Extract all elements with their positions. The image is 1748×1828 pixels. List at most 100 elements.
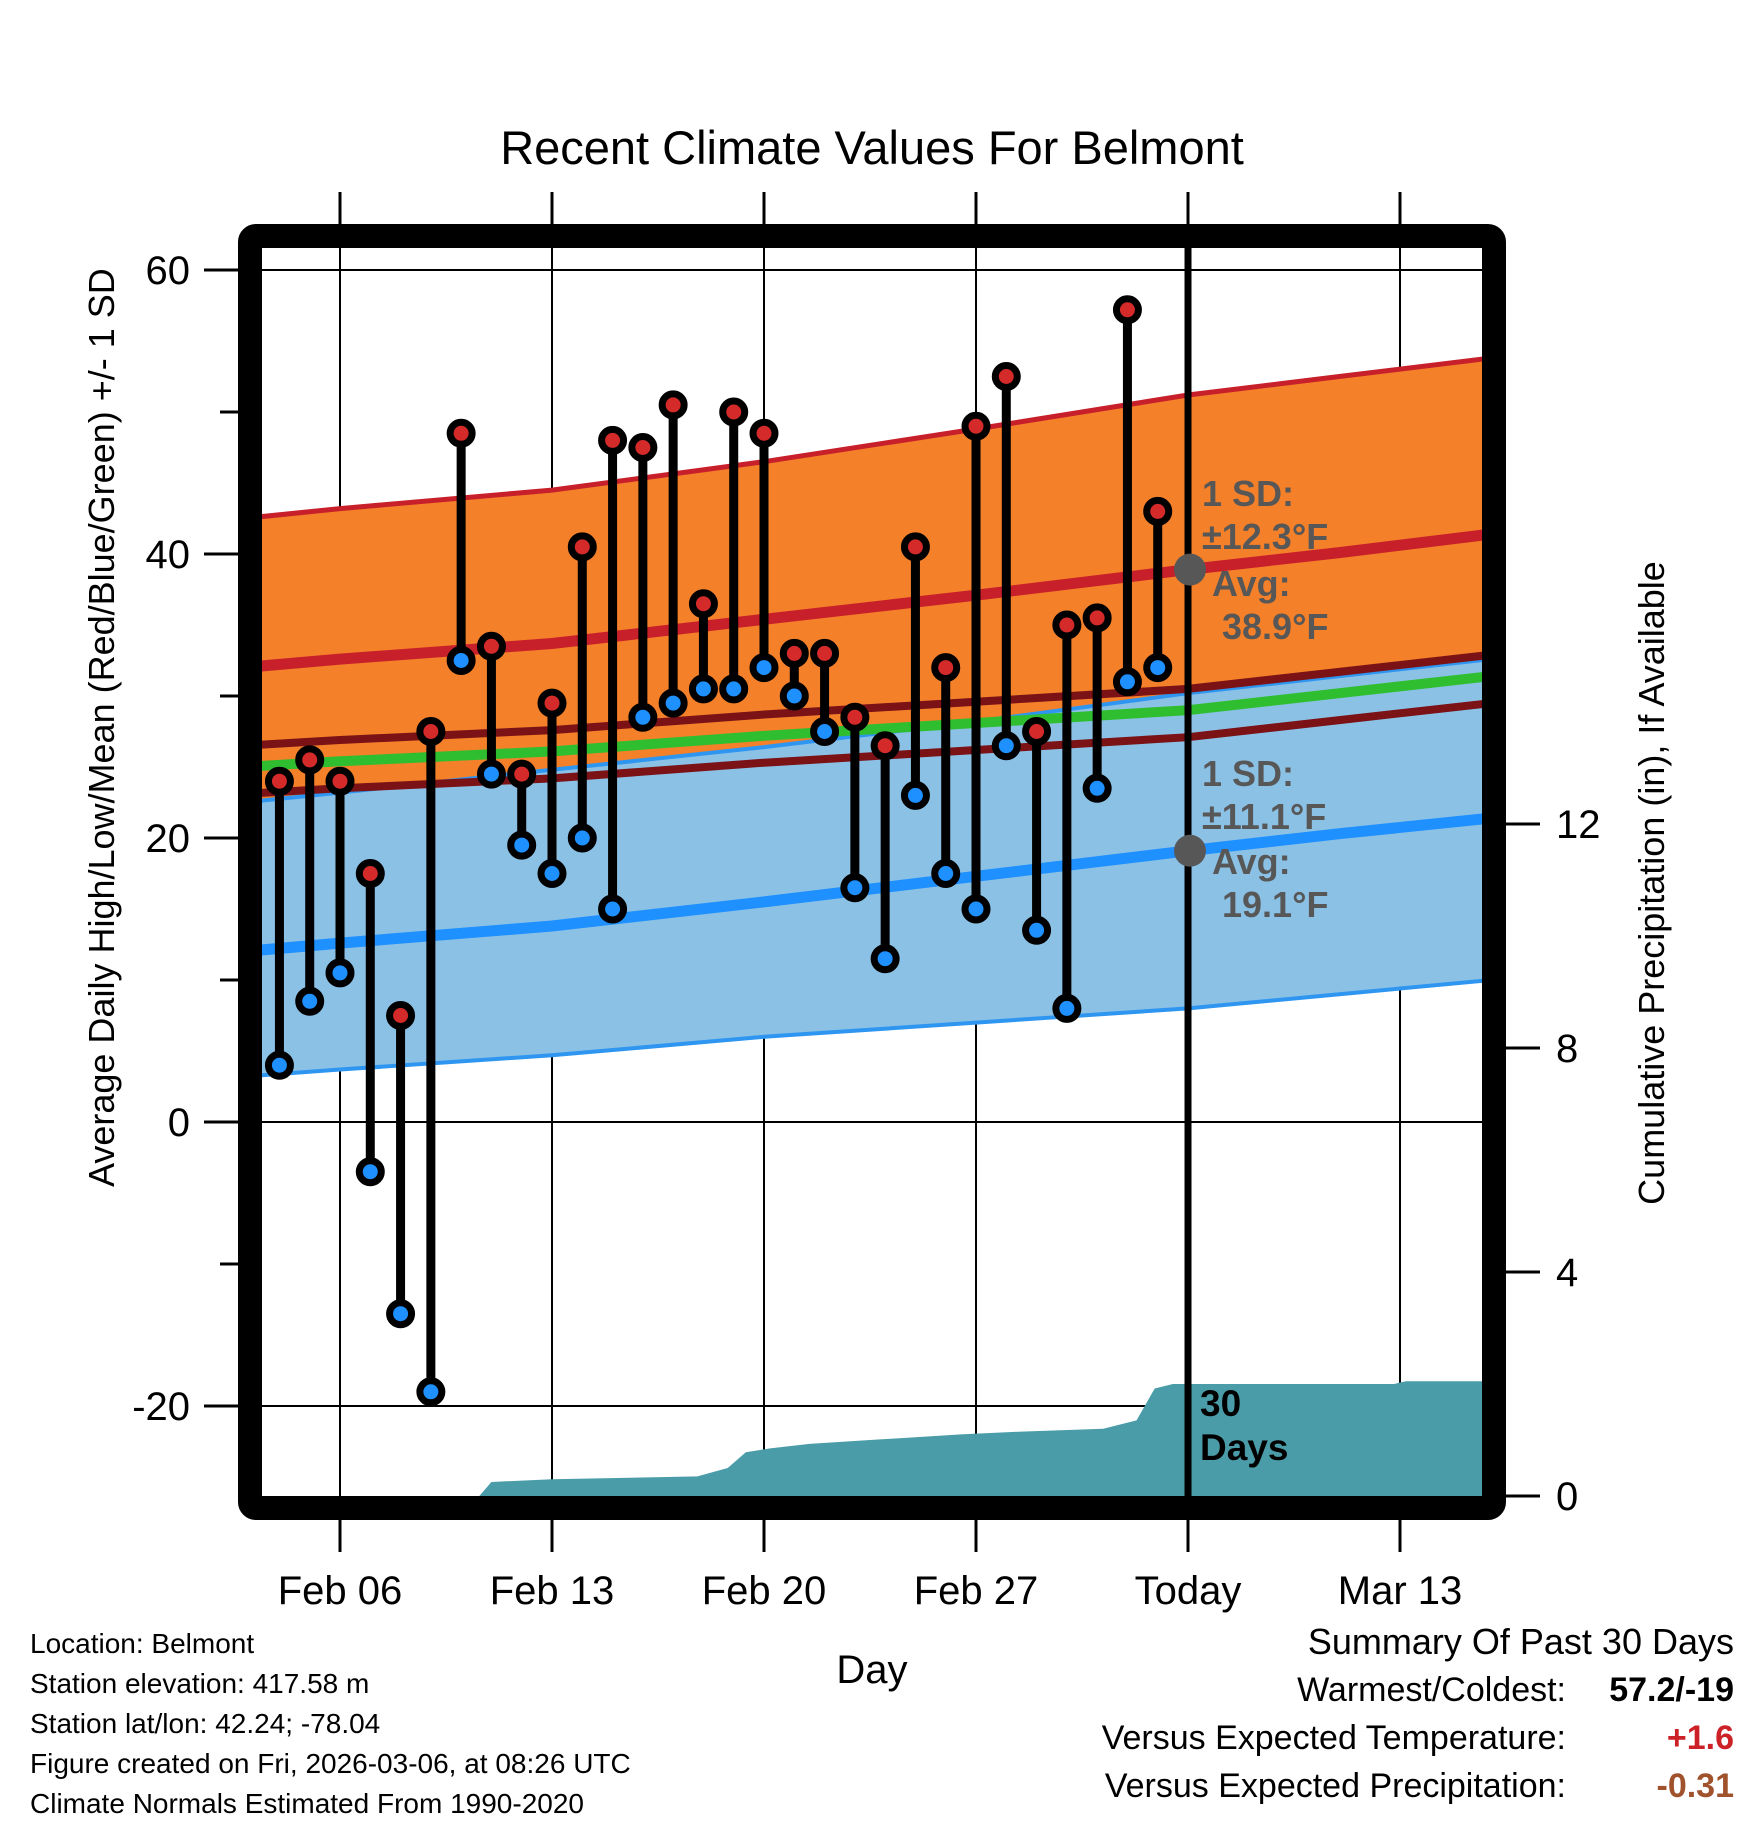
mean-upper-edge — [262, 651, 1482, 749]
daily-high-dot — [991, 362, 1021, 391]
daily-low-dot — [1052, 993, 1082, 1023]
station-info: Location: Belmont Station elevation: 417… — [30, 1624, 631, 1824]
daily-low-dot — [1022, 915, 1052, 945]
day-lollipop — [840, 702, 870, 903]
daily-high-dot — [931, 653, 961, 683]
daily-low-dot — [719, 674, 749, 704]
daily-high-dot — [295, 745, 325, 775]
daily-low-dot — [628, 702, 658, 732]
daily-low-dot — [900, 780, 930, 810]
daily-low-dot — [688, 674, 718, 704]
day-lollipop — [931, 653, 961, 888]
day-lollipop — [416, 717, 446, 1407]
daily-low-dot — [810, 717, 840, 746]
daily-high-dot — [688, 589, 718, 619]
left-tick-label: 60 — [146, 249, 191, 293]
y-axis-label-right: Cumulative Precipitation (in), If Availa… — [1631, 561, 1672, 1205]
daily-low-dot — [991, 731, 1021, 761]
daily-low-dot — [961, 894, 991, 924]
daily-high-dot — [598, 425, 628, 455]
daily-high-dot — [779, 638, 809, 668]
high-band-upper-edge — [262, 356, 1482, 520]
summary-title: Summary Of Past 30 Days — [1307, 1621, 1734, 1662]
high-sd-annotation: 1 SD: ±12.3°F — [1202, 473, 1329, 557]
daily-high-dot — [416, 717, 446, 746]
day-lollipop — [325, 766, 355, 988]
daily-low-dot — [779, 681, 809, 711]
daily-high-dot — [1052, 610, 1082, 640]
daily-low-dot — [416, 1377, 446, 1407]
low-avg-marker — [1174, 834, 1207, 867]
daily-low-dot — [325, 958, 355, 988]
daily-high-dot — [476, 631, 506, 661]
left-tick-label: 0 — [168, 1101, 190, 1145]
high-avg-annotation: Avg: 38.9°F — [1212, 563, 1329, 647]
right-tick-label: 0 — [1556, 1475, 1578, 1519]
station-latlon: Station lat/lon: 42.24; -78.04 — [30, 1708, 381, 1739]
day-lollipop — [507, 759, 537, 860]
daily-low-dot — [1143, 653, 1173, 683]
climate-normals-note: Climate Normals Estimated From 1990-2020 — [30, 1788, 584, 1819]
x-axis-label: Day — [836, 1648, 908, 1692]
daily-low-dot — [870, 944, 900, 974]
daily-low-dot — [476, 759, 506, 789]
low-sd-annotation: 1 SD: ±11.1°F — [1202, 753, 1327, 837]
daily-high-dot — [870, 731, 900, 761]
daily-low-dot — [658, 688, 688, 718]
day-lollipop — [355, 859, 385, 1187]
date-tick-label: Mar 13 — [1338, 1569, 1463, 1613]
day-lollipop — [1082, 603, 1112, 803]
daily-high-dot — [355, 859, 385, 888]
y-axis-label-left: Average Daily High/Low/Mean (Red/Blue/Gr… — [81, 268, 122, 1187]
day-lollipop — [900, 532, 930, 810]
daily-high-dot — [507, 759, 537, 789]
precip-cumulative-area — [479, 1381, 1482, 1496]
daily-lollipops — [264, 295, 1173, 1407]
plot-frame — [238, 224, 1506, 1520]
day-lollipop — [1052, 610, 1082, 1023]
daily-high-dot — [1082, 603, 1112, 633]
day-lollipop — [628, 433, 658, 732]
right-tick-label: 8 — [1556, 1027, 1578, 1071]
daily-high-dot — [840, 702, 870, 732]
summary-row-vs-precipitation: Versus Expected Precipitation: -0.31 — [834, 1762, 1734, 1810]
vs-expected-precipitation-value: -0.31 — [1656, 1767, 1735, 1805]
daily-high-dot — [1022, 717, 1052, 746]
daily-low-dot — [567, 823, 597, 853]
left-tick-label: 20 — [146, 817, 191, 861]
vs-expected-temperature-value: +1.6 — [1666, 1719, 1734, 1757]
daily-low-dot — [1082, 773, 1112, 803]
right-tick-label: 12 — [1556, 803, 1601, 847]
day-lollipop — [537, 688, 567, 888]
right-tick-label: 4 — [1556, 1251, 1578, 1295]
mean-lower-edge — [262, 700, 1482, 797]
daily-low-dot — [931, 859, 961, 888]
daily-high-dot — [537, 688, 567, 718]
day-lollipop — [658, 390, 688, 718]
day-lollipop — [295, 745, 325, 1016]
low-avg-annotation: Avg: 19.1°F — [1212, 841, 1329, 925]
daily-high-dot — [264, 766, 294, 796]
day-lollipop — [1112, 295, 1142, 697]
daily-low-dot — [1112, 667, 1142, 697]
day-lollipop — [476, 631, 506, 789]
daily-low-dot — [598, 894, 628, 924]
daily-high-dot — [749, 418, 779, 448]
day-lollipop — [567, 532, 597, 853]
day-lollipop — [1143, 496, 1173, 683]
daily-low-dot — [507, 830, 537, 860]
daily-high-dot — [386, 1001, 416, 1030]
daily-low-dot — [386, 1299, 416, 1329]
daily-high-dot — [446, 418, 476, 448]
mean-normal-line — [262, 672, 1482, 771]
date-tick-label: Feb 20 — [702, 1569, 827, 1613]
date-tick-label: Today — [1135, 1569, 1242, 1613]
daily-low-dot — [537, 859, 567, 888]
low-normal-line — [262, 813, 1482, 956]
daily-high-dot — [1112, 295, 1142, 325]
station-location: Location: Belmont — [30, 1628, 255, 1659]
daily-high-dot — [719, 397, 749, 427]
day-lollipop — [810, 638, 840, 746]
